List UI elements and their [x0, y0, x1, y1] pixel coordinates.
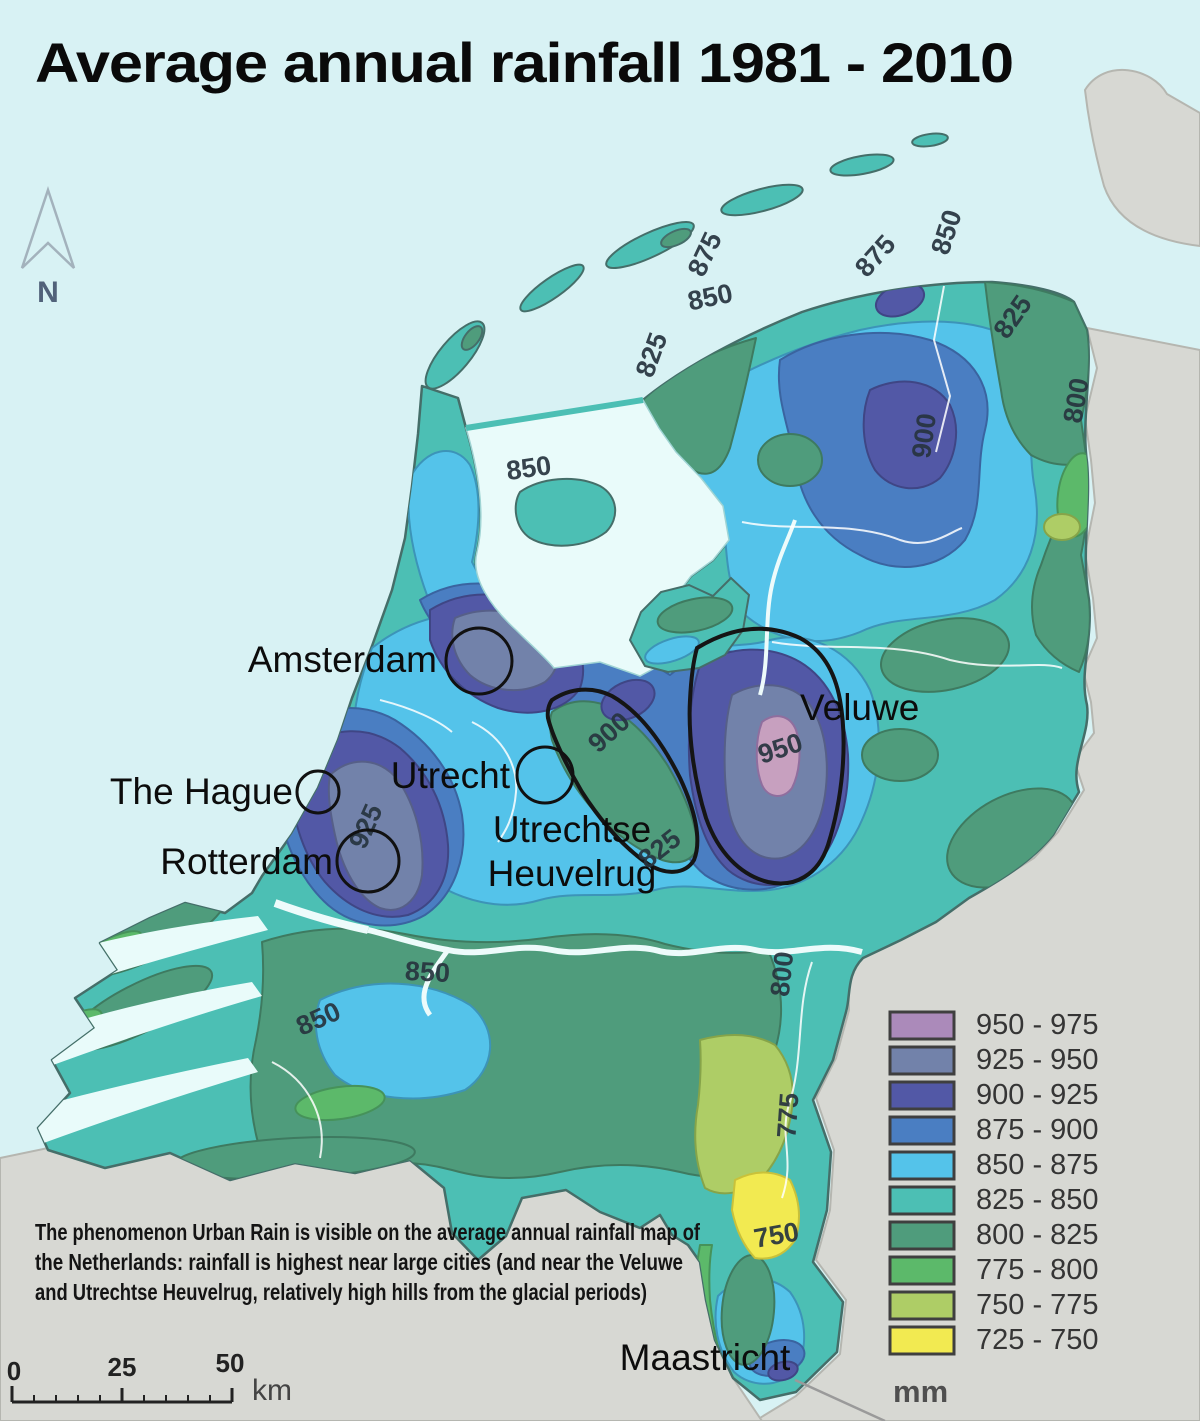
caption-line-2: the Netherlands: rainfall is highest nea…: [35, 1249, 683, 1275]
city-label-maastricht: Maastricht: [620, 1337, 791, 1378]
legend-label-850-875: 850 - 875: [976, 1149, 1099, 1181]
city-markers: [295, 626, 575, 894]
legend-swatch-875-900: [888, 1115, 956, 1146]
legend-swatch-850-875: [888, 1150, 956, 1181]
city-marker-circle-amsterdam: [444, 626, 514, 696]
scalebar-minor-ticks: [33, 1395, 211, 1402]
utrechtse-heuvelrug-boundary-outline: [545, 687, 700, 874]
band-925-950-rotterdam: [327, 760, 424, 911]
river-estuary: [273, 899, 369, 934]
band-800-825-ijssel: [861, 728, 939, 782]
legend-label-875-900: 875 - 900: [976, 1114, 1099, 1146]
city-marker-circle-rotterdam: [335, 828, 401, 894]
band-900-925-drenthe: [862, 380, 957, 490]
river-rhine-waal: [367, 927, 863, 957]
region-label-utrechtse: Utrechtse: [493, 809, 651, 850]
island-vlieland: [519, 263, 585, 313]
contour-label: 900: [906, 411, 942, 460]
city-label-amsterdam: Amsterdam: [248, 639, 437, 680]
province-borders: [271, 285, 1063, 1199]
city-marker-circle-utrecht: [515, 745, 575, 805]
legend-label-750-775: 750 - 775: [976, 1289, 1099, 1321]
caption-line-1: The phenomenon Urban Rain is visible on …: [35, 1219, 700, 1245]
wadden-islands: [424, 132, 949, 390]
island-texel-green: [460, 325, 484, 351]
contour-label: 775: [771, 1092, 804, 1139]
island-schiermonnikoog: [829, 153, 895, 177]
zeeland-channel-3: [38, 1058, 258, 1148]
band-900-925-zuidlimburg: [767, 1360, 799, 1382]
scalebar-unit: km: [252, 1374, 292, 1407]
legend-unit: mm: [893, 1374, 948, 1409]
legend-swatch-950-975: [888, 1010, 956, 1041]
caption: The phenomenon Urban Rain is visible on …: [35, 1219, 700, 1305]
city-label-utrecht: Utrecht: [391, 755, 511, 796]
city-label-rotterdam: Rotterdam: [160, 841, 333, 882]
legend-label-775-800: 775 - 800: [976, 1254, 1099, 1286]
page-title: Average annual rainfall 1981 - 2010: [35, 31, 1013, 94]
north-arrow: N: [20, 186, 76, 309]
afsluitdijk-causeway: [465, 397, 644, 431]
germany-coast-land: [1083, 68, 1200, 248]
band-850-875-hollandsdiep: [314, 982, 492, 1100]
caption-line-3: and Utrechtse Heuvelrug, relatively high…: [35, 1279, 647, 1305]
river-maas-branch: [421, 948, 451, 1017]
band-800-825-flevoland: [656, 596, 734, 634]
contour-label: 800: [765, 950, 800, 998]
legend-swatch-775-800: [888, 1255, 956, 1286]
contour-label: 850: [504, 450, 553, 486]
contour-label: 850: [404, 956, 451, 988]
scalebar: 0 25 50 km: [7, 1348, 292, 1407]
band-800-825-groningen-ne: [984, 282, 1090, 466]
legend-label-800-825: 800 - 825: [976, 1219, 1099, 1251]
island-rottumeroog: [911, 132, 949, 148]
region-label-veluwe: Veluwe: [800, 687, 919, 728]
scalebar-tick-label-0: 0: [7, 1356, 21, 1386]
legend: 950 - 975 925 - 950 900 - 925 875 - 900 …: [888, 1009, 1099, 1409]
scalebar-tick-label-25: 25: [108, 1352, 137, 1382]
maastricht-pointer-line: [794, 1378, 886, 1421]
legend-label-900-925: 900 - 925: [976, 1079, 1099, 1111]
band-800-825-friesland-mid: [757, 433, 823, 487]
legend-swatch-900-925: [888, 1080, 956, 1111]
river-ijssel: [758, 519, 797, 696]
legend-label-825-850: 825 - 850: [976, 1184, 1099, 1216]
zeeland-channel-2: [38, 982, 262, 1072]
north-arrow-label: N: [37, 276, 59, 309]
wieringermeer-polder: [514, 477, 616, 547]
legend-label-925-950: 925 - 950: [976, 1044, 1099, 1076]
flevoland-bands: [644, 596, 734, 665]
legend-swatch-750-775: [888, 1290, 956, 1321]
legend-label-950-975: 950 - 975: [976, 1009, 1099, 1041]
city-marker-circle-the-hague: [295, 769, 341, 815]
band-800-825-overijssel: [880, 617, 1010, 693]
region-label-heuvelrug: Heuvelrug: [488, 853, 657, 894]
island-ameland: [720, 183, 804, 217]
legend-label-725-750: 725 - 750: [976, 1324, 1099, 1356]
island-terschelling-green: [660, 227, 692, 249]
band-750-775-border-e: [1043, 513, 1081, 541]
legend-swatch-725-750: [888, 1325, 956, 1356]
legend-swatch-825-850: [888, 1185, 956, 1216]
legend-swatch-800-825: [888, 1220, 956, 1251]
city-label-the-hague: The Hague: [110, 771, 293, 812]
flevoland-polder: [628, 576, 751, 674]
scalebar-tick-label-50: 50: [216, 1348, 245, 1378]
legend-swatch-925-950: [888, 1045, 956, 1076]
veluwe-boundary-outline: [687, 626, 846, 886]
band-850-875-flevoland: [644, 635, 700, 665]
north-arrow-icon: [20, 186, 76, 269]
band-950-975-veluwe: [755, 715, 801, 797]
